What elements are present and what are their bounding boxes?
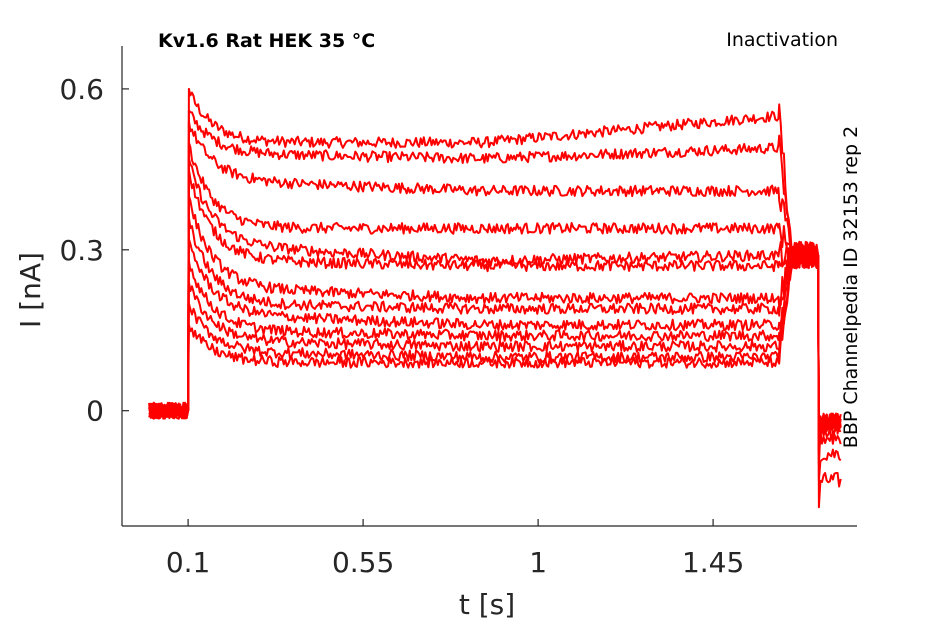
trace-12 <box>149 246 842 450</box>
chart-title: Kv1.6 Rat HEK 35 °C <box>158 30 375 52</box>
y-ticks: 0 0.3 0.6 <box>59 73 129 428</box>
trace-11 <box>148 241 842 450</box>
trace-7 <box>148 195 842 450</box>
x-axis-label: t [s] <box>459 588 515 621</box>
x-tick-label: 1.45 <box>682 546 744 579</box>
x-tick-label: 1 <box>529 546 547 579</box>
trace-4 <box>148 141 842 455</box>
x-tick-label: 0.55 <box>332 546 394 579</box>
trace-9 <box>148 238 842 460</box>
current-traces <box>148 87 842 509</box>
trace-10 <box>148 242 842 455</box>
trace-2 <box>148 109 842 482</box>
y-tick-label: 0.6 <box>59 73 104 106</box>
y-axis-label: I [nA] <box>14 252 47 328</box>
y-tick-label: 0 <box>86 395 104 428</box>
trace-1 <box>148 87 842 509</box>
axes <box>121 46 857 527</box>
x-ticks: 0.1 0.55 1 1.45 <box>166 519 744 579</box>
y-tick-label: 0.3 <box>59 234 104 267</box>
source-label: BBP Channelpedia ID 32153 rep 2 <box>840 126 862 448</box>
trace-13 <box>148 242 842 450</box>
trace-3 <box>148 120 842 466</box>
trace-8 <box>148 216 842 455</box>
trace-5 <box>148 157 842 450</box>
protocol-label: Inactivation <box>726 29 838 51</box>
trace-6 <box>148 168 842 450</box>
x-tick-label: 0.1 <box>166 546 211 579</box>
